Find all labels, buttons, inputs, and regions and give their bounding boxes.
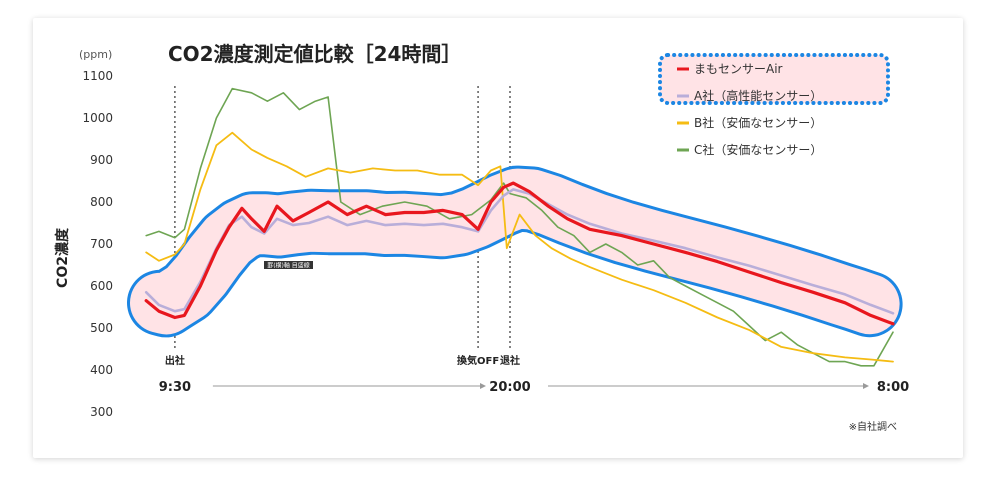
event-label: 換気OFF bbox=[457, 354, 499, 367]
time-label: 20:00 bbox=[489, 380, 530, 395]
highlight-band-fill bbox=[130, 168, 900, 335]
timeline-arrowhead bbox=[863, 383, 869, 389]
small-label: 罫(横)軸 目盛線 bbox=[267, 262, 310, 270]
y-tick-label: 400 bbox=[90, 363, 113, 377]
y-tick-label: 1000 bbox=[82, 111, 113, 125]
series-line-3 bbox=[145, 87, 894, 367]
legend-label: B社（安価なセンサー） bbox=[694, 115, 822, 130]
y-tick-label: 1100 bbox=[82, 69, 113, 83]
small-label-box: 罫(横)軸 目盛線 bbox=[264, 261, 313, 270]
time-label: 9:30 bbox=[159, 380, 191, 395]
source-note: ※自社調べ bbox=[849, 420, 897, 433]
event-label: 出社 bbox=[165, 354, 185, 367]
y-tick-label: 900 bbox=[90, 153, 113, 167]
y-unit: (ppm) bbox=[79, 48, 112, 61]
y-tick-label: 600 bbox=[90, 279, 113, 293]
y-tick-label: 300 bbox=[90, 405, 113, 419]
timeline-arrowhead bbox=[480, 383, 486, 389]
chart-title: CO2濃度測定値比較［24時間］ bbox=[168, 42, 461, 66]
series-line-0 bbox=[144, 181, 895, 326]
y-tick-label: 700 bbox=[90, 237, 113, 251]
y-tick-label: 800 bbox=[90, 195, 113, 209]
legend-label: まもセンサーAir bbox=[694, 62, 783, 76]
y-axis-label: CO2濃度 bbox=[54, 227, 71, 288]
small-label-bg bbox=[264, 261, 313, 269]
legend-label: C社（安価なセンサー） bbox=[694, 142, 822, 157]
series-line-2 bbox=[145, 131, 894, 363]
event-label: 退社 bbox=[500, 354, 520, 367]
y-tick-label: 500 bbox=[90, 321, 113, 335]
legend-label: A社（高性能センサー） bbox=[694, 88, 822, 103]
time-label: 8:00 bbox=[877, 380, 909, 395]
legend-highlight bbox=[658, 53, 890, 105]
